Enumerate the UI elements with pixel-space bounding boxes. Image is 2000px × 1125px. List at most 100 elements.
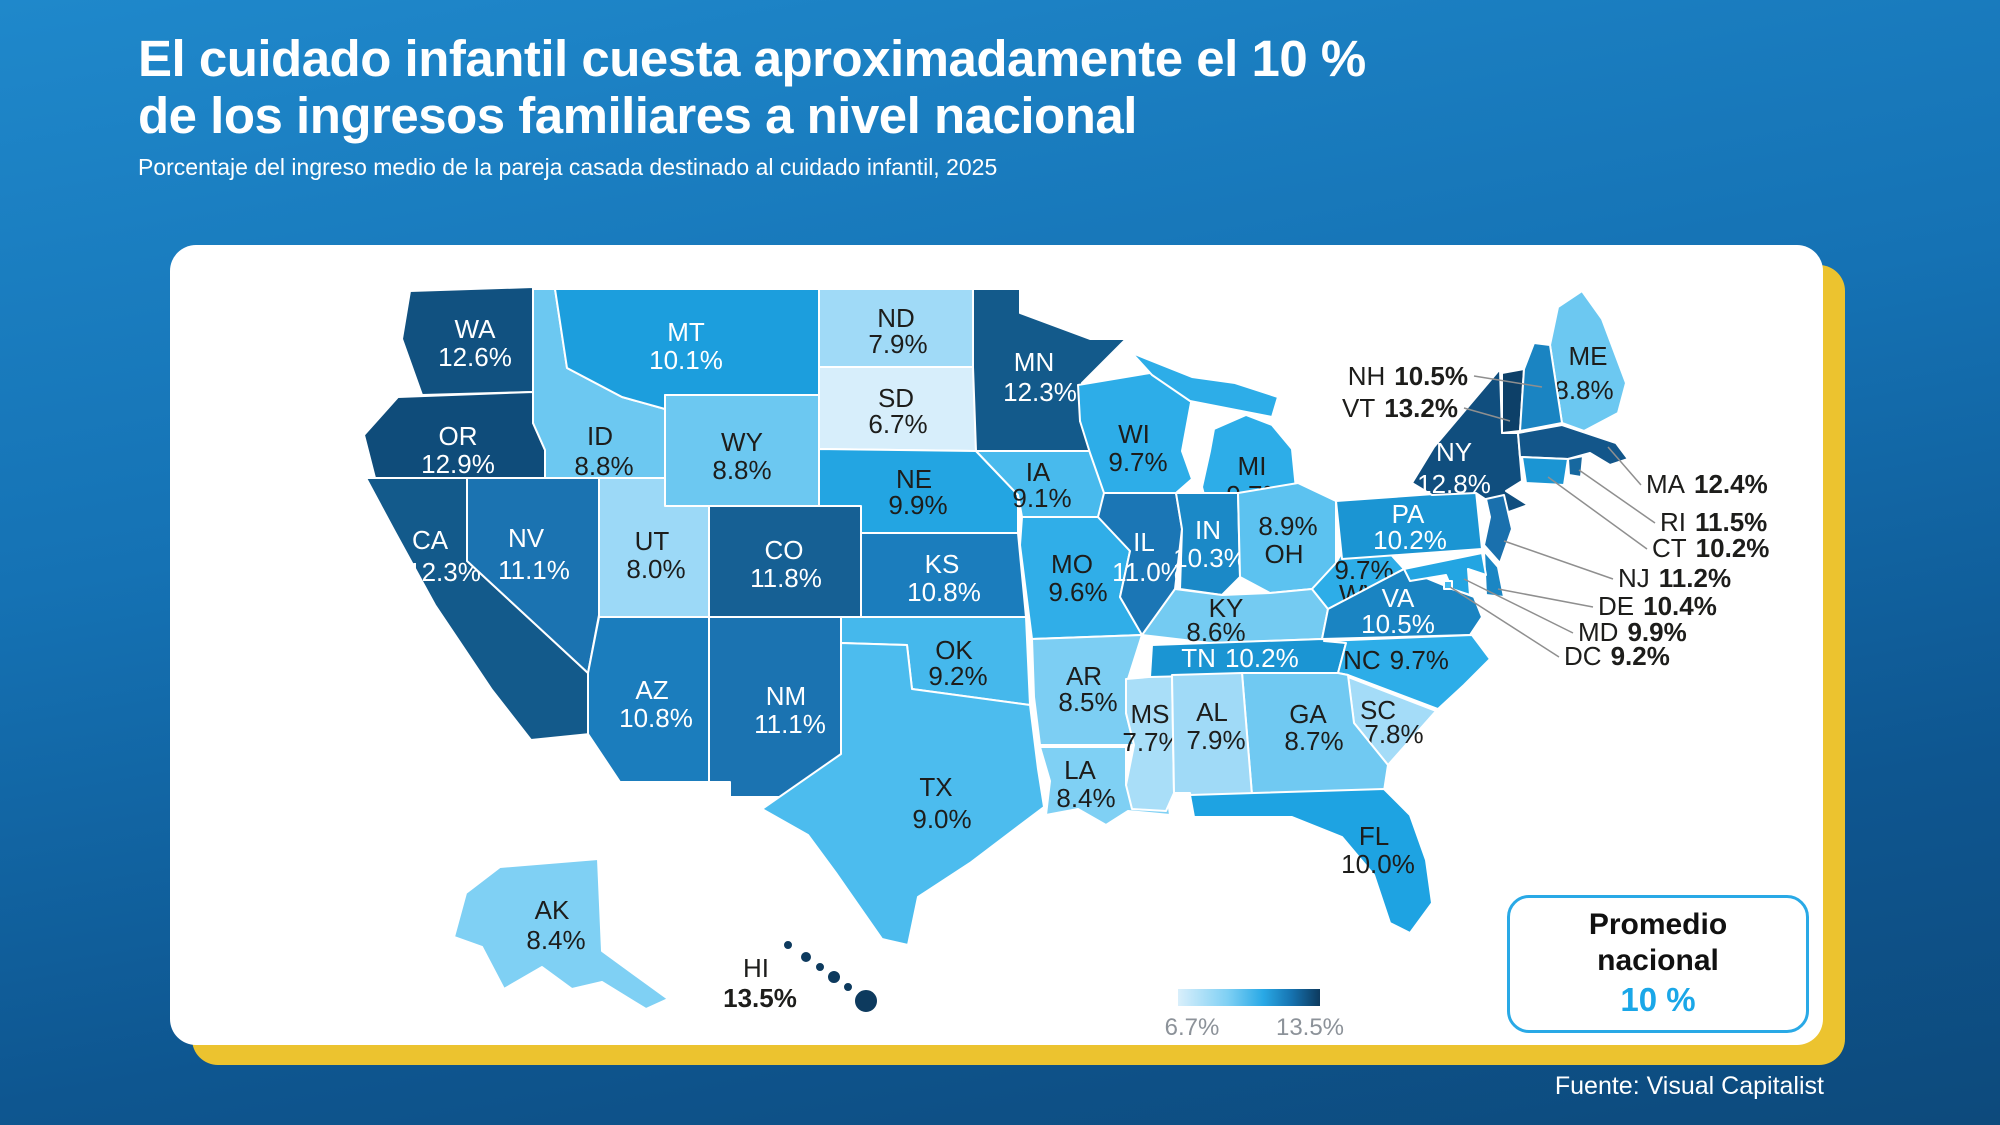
svg-text:10.8%: 10.8% xyxy=(907,577,981,607)
page-title: El cuidado infantil cuesta aproximadamen… xyxy=(138,30,1366,144)
svg-text:7.9%: 7.9% xyxy=(1186,725,1245,755)
svg-text:NE: NE xyxy=(896,464,932,494)
header: El cuidado infantil cuesta aproximadamen… xyxy=(138,30,1366,181)
svg-text:IN: IN xyxy=(1195,515,1221,545)
svg-text:HI: HI xyxy=(743,953,769,983)
svg-text:OH: OH xyxy=(1265,539,1304,569)
state-WY: WY8.8% xyxy=(664,394,820,507)
average-label-line2: nacional xyxy=(1597,944,1719,978)
svg-text:7.8%: 7.8% xyxy=(1364,719,1423,749)
svg-text:MT: MT xyxy=(667,317,705,347)
svg-text:10.3%: 10.3% xyxy=(1173,543,1247,573)
state-MA: MA 12.4% xyxy=(1517,424,1768,499)
svg-text:WY: WY xyxy=(721,427,763,457)
svg-text:8.8%: 8.8% xyxy=(574,451,633,481)
svg-text:9.2%: 9.2% xyxy=(928,661,987,691)
state-TN: TN 10.2% xyxy=(1149,638,1347,678)
national-average-box: Promedio nacional 10 % xyxy=(1507,895,1809,1033)
svg-text:9.9%: 9.9% xyxy=(888,490,947,520)
state-RI: RI 11.5% xyxy=(1567,455,1767,537)
state-CT: CT 10.2% xyxy=(1521,456,1769,563)
state-AL: AL7.9% xyxy=(1171,672,1253,812)
svg-text:MO: MO xyxy=(1051,549,1093,579)
title-line-1: El cuidado infantil cuesta aproximadamen… xyxy=(138,30,1366,87)
map-legend: 6.7% 13.5% xyxy=(1165,989,1344,1041)
svg-text:NM: NM xyxy=(766,681,806,711)
svg-text:11.1%: 11.1% xyxy=(754,709,826,739)
svg-text:AK: AK xyxy=(535,895,570,925)
state-SC: SC7.8% xyxy=(1347,676,1437,766)
state-MS: MS7.7% xyxy=(1122,674,1182,812)
svg-text:NC9.7%: NC 9.7% xyxy=(1343,645,1449,675)
svg-text:MN: MN xyxy=(1014,347,1054,377)
svg-text:OK: OK xyxy=(935,635,973,665)
legend-gradient-bar xyxy=(1178,989,1320,1006)
svg-text:AR: AR xyxy=(1066,661,1102,691)
svg-text:ID: ID xyxy=(587,421,613,451)
svg-text:AL: AL xyxy=(1196,697,1228,727)
svg-text:8.4%: 8.4% xyxy=(1056,783,1115,813)
svg-text:SD: SD xyxy=(878,383,914,413)
svg-text:12.3%: 12.3% xyxy=(1003,377,1077,407)
svg-text:8.8%: 8.8% xyxy=(1554,375,1613,405)
svg-text:12.9%: 12.9% xyxy=(421,449,495,479)
state-SD: SD6.7% xyxy=(818,366,977,452)
svg-text:11.8%: 11.8% xyxy=(750,563,822,593)
svg-text:10.5%: 10.5% xyxy=(1361,609,1435,639)
svg-text:AZ: AZ xyxy=(635,675,668,705)
legend-max-label: 13.5% xyxy=(1276,1014,1344,1041)
map-card: WA 12.6% OR 12.9% CA 12.3% NV 11.1% ID 8.8% M… xyxy=(170,245,1823,1045)
svg-text:9.6%: 9.6% xyxy=(1048,577,1107,607)
svg-text:13.5%: 13.5% xyxy=(723,983,797,1013)
svg-text:KS: KS xyxy=(925,549,960,579)
svg-text:12.8%: 12.8% xyxy=(1417,469,1491,499)
state-TX: TX9.0% xyxy=(761,642,1045,946)
svg-text:8.7%: 8.7% xyxy=(1284,726,1343,756)
state-KY: KY8.6% xyxy=(1141,588,1329,647)
svg-text:11.1%: 11.1% xyxy=(498,555,570,585)
legend-min-label: 6.7% xyxy=(1165,1014,1220,1041)
svg-text:9.0%: 9.0% xyxy=(912,804,971,834)
subtitle: Porcentaje del ingreso medio de la parej… xyxy=(138,154,998,181)
svg-text:DC9.2%: DC 9.2% xyxy=(1564,641,1670,671)
svg-text:WI: WI xyxy=(1118,419,1150,449)
svg-text:8.9%: 8.9% xyxy=(1258,511,1317,541)
source-attribution: Fuente: Visual Capitalist xyxy=(1554,1072,1824,1100)
state-ND: ND7.9% xyxy=(818,288,974,368)
state-NH: NH 10.5% xyxy=(1348,342,1563,432)
svg-text:NY: NY xyxy=(1436,437,1472,467)
svg-text:8.0%: 8.0% xyxy=(626,554,685,584)
svg-text:ME: ME xyxy=(1569,341,1608,371)
svg-text:LA: LA xyxy=(1064,755,1096,785)
svg-text:KY: KY xyxy=(1209,593,1244,623)
svg-text:MS: MS xyxy=(1131,699,1170,729)
state-ME: ME 8.8% xyxy=(1549,290,1627,432)
svg-text:MI: MI xyxy=(1238,451,1267,481)
svg-text:ND: ND xyxy=(877,303,915,333)
svg-text:10.8%: 10.8% xyxy=(619,703,693,733)
svg-text:9.7%: 9.7% xyxy=(1108,447,1167,477)
svg-text:10.2%: 10.2% xyxy=(1373,525,1447,555)
average-label-line1: Promedio xyxy=(1588,908,1728,942)
title-line-2: de los ingresos familiares a nivel nacio… xyxy=(138,87,1137,145)
state-MD: MD 9.9% xyxy=(1403,552,1687,647)
svg-text:8.8%: 8.8% xyxy=(712,455,771,485)
svg-text:CA: CA xyxy=(412,525,449,555)
svg-text:11.0%: 11.0% xyxy=(1112,557,1184,587)
